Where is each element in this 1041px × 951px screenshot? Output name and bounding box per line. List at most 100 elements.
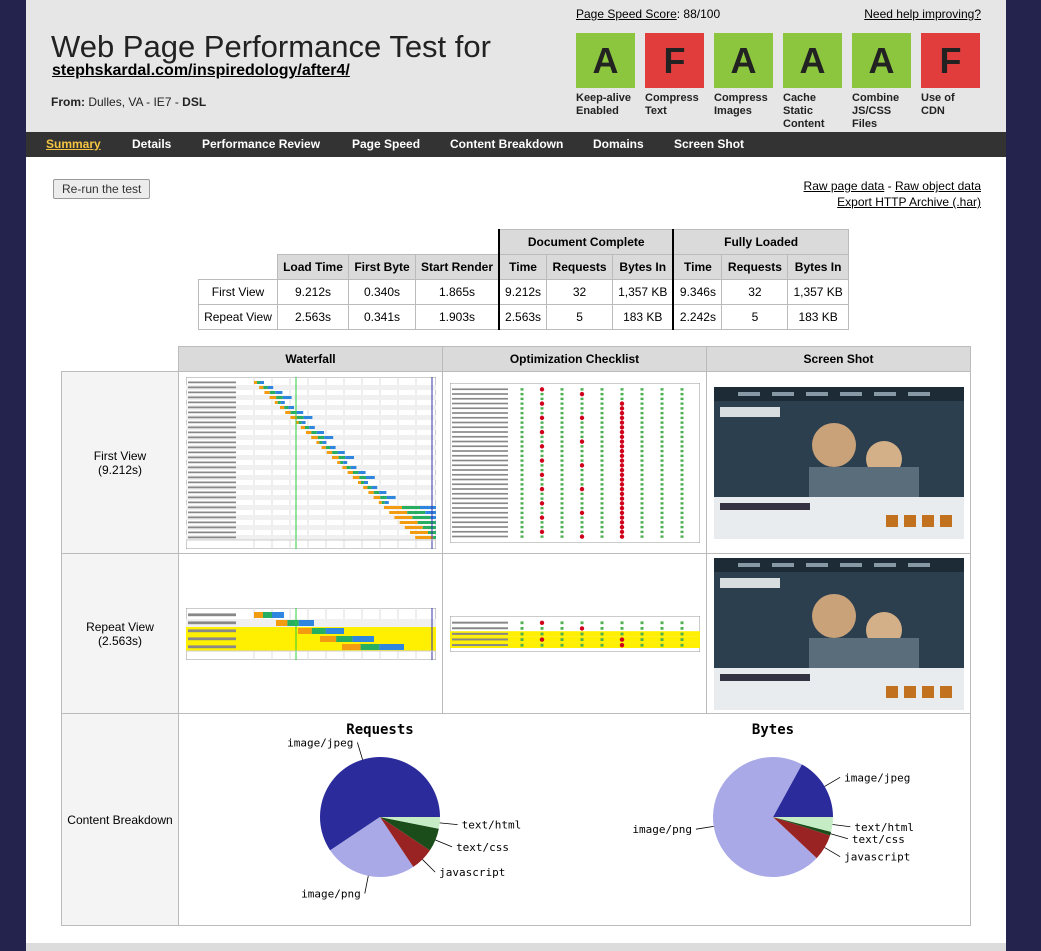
checklist-pass-mark xyxy=(580,430,583,433)
tab-page-speed[interactable]: Page Speed xyxy=(352,137,421,151)
checklist-pass-mark xyxy=(660,632,663,635)
checklist-fail-mark xyxy=(619,519,624,525)
page-speed-score-link[interactable]: Page Speed Score xyxy=(576,7,677,21)
waterfall-wait-bar xyxy=(417,520,436,524)
waterfall-dns-bar xyxy=(305,430,311,434)
checklist-pass-mark xyxy=(680,496,683,500)
checklist-pass-mark xyxy=(560,430,563,433)
waterfall-url xyxy=(187,381,236,383)
tab-performance-review[interactable]: Performance Review xyxy=(202,137,321,151)
checklist-pass-mark xyxy=(560,392,563,395)
checklist-pass-mark xyxy=(660,458,663,462)
checklist-url xyxy=(451,416,508,419)
help-improving-link[interactable]: Need help improving? xyxy=(864,7,981,21)
export-har-link[interactable]: Export HTTP Archive (.har) xyxy=(837,195,981,209)
waterfall-wait-bar xyxy=(318,440,322,444)
waterfall-url xyxy=(187,421,236,423)
checklist-url xyxy=(451,449,508,452)
waterfall-download-bar xyxy=(378,643,404,650)
checklist-pass-mark xyxy=(560,449,563,452)
checklist-pass-mark xyxy=(680,511,683,514)
checklist-url xyxy=(451,421,508,423)
waterfall-url xyxy=(187,628,236,632)
screenshot-thumbnail[interactable] xyxy=(713,557,964,710)
checklist-pass-mark xyxy=(580,458,583,462)
checklist-pass-mark xyxy=(680,637,683,641)
tab-summary[interactable]: Summary xyxy=(46,137,101,151)
tab-details[interactable]: Details xyxy=(132,137,172,151)
waterfall-url xyxy=(187,416,236,418)
grade-use-of-cdn[interactable]: F Use of CDN xyxy=(921,33,980,118)
checklist-fail-mark xyxy=(539,514,544,520)
waterfall-url xyxy=(187,486,236,488)
tab-screen-shot[interactable]: Screen Shot xyxy=(674,137,745,151)
grade-compress-images[interactable]: A Compress Images xyxy=(714,33,773,118)
raw-page-data-link[interactable]: Raw page data xyxy=(803,179,885,193)
waterfall-dns-bar xyxy=(253,611,263,618)
checklist-fail-mark xyxy=(619,453,624,458)
checklist-pass-mark xyxy=(520,387,523,391)
grade-keep-alive[interactable]: A Keep-alive Enabled xyxy=(576,33,635,118)
checklist-pass-mark xyxy=(520,444,523,448)
checklist-thumbnail[interactable] xyxy=(449,382,700,543)
waterfall-thumbnail[interactable] xyxy=(185,376,436,549)
waterfall-thumbnail[interactable] xyxy=(185,607,436,660)
checklist-pass-mark xyxy=(660,496,663,500)
tested-url-link[interactable]: stephskardal.com/inspiredology/after4/ xyxy=(52,62,350,79)
checklist-pass-mark xyxy=(680,515,683,519)
waterfall-wait-bar xyxy=(256,380,260,384)
waterfall-wait-bar xyxy=(311,627,326,634)
waterfall-dns-bar xyxy=(315,440,319,444)
checklist-pass-mark xyxy=(640,626,643,630)
checklist-url xyxy=(451,492,508,495)
content-breakdown-charts: Requests image/jpeg image/png javascript tex… xyxy=(178,713,971,926)
pie-leader xyxy=(823,847,840,858)
checklist-fail-mark xyxy=(619,514,624,520)
checklist-pass-mark xyxy=(680,444,683,448)
waterfall-download-bar xyxy=(259,380,264,384)
checklist-pass-mark xyxy=(560,511,563,514)
cell-value: 2.563s xyxy=(498,304,548,330)
pie-label: javascript xyxy=(844,851,910,864)
checklist-row-highlight xyxy=(449,636,700,642)
rerun-test-button[interactable]: Re-run the test xyxy=(53,179,151,199)
grade-compress-text[interactable]: F Compress Text xyxy=(645,33,704,118)
waterfall-wait-bar xyxy=(335,635,352,642)
checklist-pass-mark xyxy=(600,392,603,395)
waterfall-row-highlight xyxy=(185,634,436,643)
grade-combine-files[interactable]: A Combine JS/CSS Files xyxy=(852,33,911,131)
results-grid: Waterfall Optimization Checklist Screen … xyxy=(61,346,971,926)
checklist-pass-mark xyxy=(520,458,523,462)
screenshot-headline xyxy=(719,502,810,510)
waterfall-dns-bar xyxy=(289,415,297,419)
tab-domains[interactable]: Domains xyxy=(593,137,644,151)
screenshot-thumbnail[interactable] xyxy=(713,386,964,539)
waterfall-download-bar xyxy=(295,410,303,414)
checklist-pass-mark xyxy=(600,515,603,519)
checklist-pass-mark xyxy=(540,406,543,410)
checklist-pass-mark xyxy=(660,501,663,505)
screenshot-social-icon xyxy=(939,685,952,698)
tab-content-breakdown[interactable]: Content Breakdown xyxy=(450,137,564,151)
fully-loaded-header: Fully Loaded xyxy=(672,229,849,255)
checklist-pass-mark xyxy=(640,525,643,528)
checklist-thumbnail[interactable] xyxy=(449,615,700,652)
checklist-pass-mark xyxy=(640,392,643,395)
checklist-pass-mark xyxy=(600,473,603,476)
raw-object-data-link[interactable]: Raw object data xyxy=(894,179,981,193)
waterfall-download-bar xyxy=(316,430,324,434)
screenshot-desk xyxy=(808,466,919,497)
checklist-pass-mark xyxy=(600,439,603,443)
checklist-pass-mark xyxy=(540,435,543,438)
checklist-pass-mark xyxy=(680,620,683,624)
checklist-pass-mark xyxy=(660,425,663,429)
grade-cache-static[interactable]: A Cache Static Content xyxy=(783,33,842,131)
checklist-pass-mark xyxy=(680,430,683,433)
checklist-fail-mark xyxy=(539,636,544,642)
column-header: Requests xyxy=(721,254,789,280)
waterfall-wait-bar xyxy=(310,430,317,434)
waterfall-dns-bar xyxy=(319,635,336,642)
checklist-pass-mark xyxy=(560,458,563,462)
screenshot-menu-item xyxy=(839,391,862,396)
cell-value: 1.865s xyxy=(415,279,500,305)
